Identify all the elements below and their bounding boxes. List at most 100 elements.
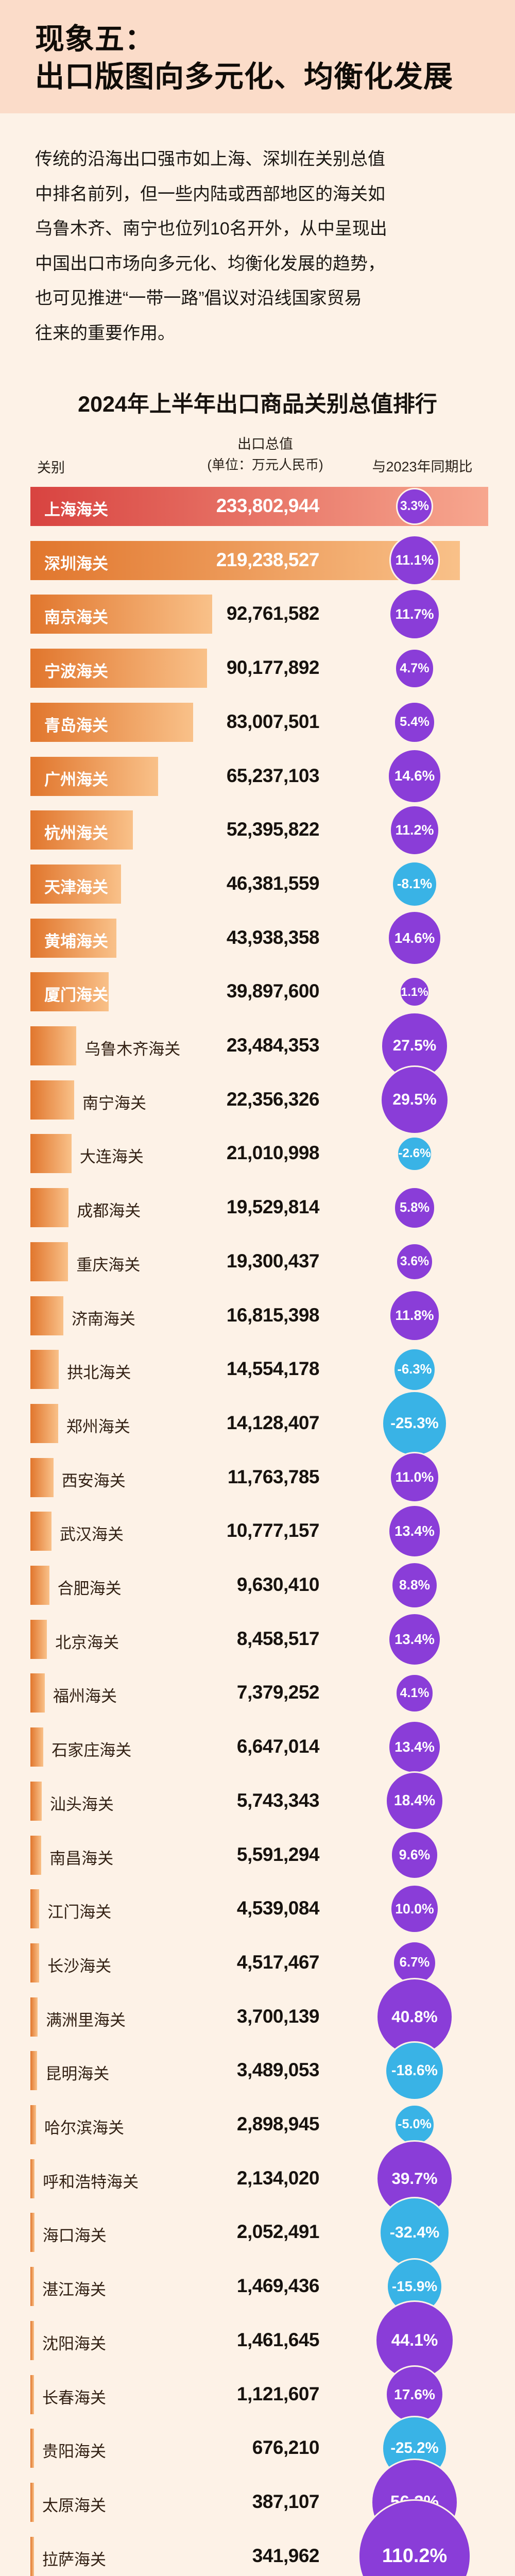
value-bar <box>30 1296 63 1335</box>
district-label: 青岛海关 <box>44 716 108 735</box>
value-bar <box>30 1403 58 1443</box>
value-bar <box>30 972 109 1012</box>
value-label: 90,177,892 <box>226 657 320 679</box>
value-label: 2,134,020 <box>236 2167 320 2189</box>
yoy-badge: 5.4% <box>393 701 436 743</box>
district-label: 济南海关 <box>71 1310 135 1328</box>
intro-line: 传统的沿海出口强市如上海、深圳在关别总值 <box>35 149 385 169</box>
district-label: 杭州海关 <box>44 824 108 843</box>
yoy-badge: 11.7% <box>388 588 441 640</box>
district-label: 湛江海关 <box>42 2281 106 2299</box>
value-bar <box>30 1458 54 1497</box>
value-bar <box>30 1080 74 1120</box>
value-bar <box>30 756 159 796</box>
district-label: 北京海关 <box>55 1633 119 1652</box>
value-label: 19,300,437 <box>226 1250 320 1272</box>
column-header-category: 关别 <box>37 460 65 476</box>
value-label: 676,210 <box>252 2437 320 2459</box>
district-label: 江门海关 <box>47 1903 112 1922</box>
district-label: 乌鲁木齐海关 <box>84 1040 181 1058</box>
district-label: 石家庄海关 <box>52 1741 132 1760</box>
value-label: 3,700,139 <box>236 2005 320 2027</box>
district-label: 厦门海关 <box>44 986 108 1005</box>
value-label: 2,052,491 <box>236 2221 320 2243</box>
value-bar <box>30 1026 77 1065</box>
yoy-badge: 3.3% <box>396 487 434 526</box>
yoy-badge: 14.6% <box>387 749 442 804</box>
value-bar <box>30 1781 42 1821</box>
value-bar <box>30 2159 35 2198</box>
value-label: 341,962 <box>252 2545 320 2566</box>
value-label: 83,007,501 <box>226 710 320 732</box>
yoy-badge: -18.6% <box>385 2041 444 2100</box>
district-label: 天津海关 <box>44 878 108 896</box>
district-label: 西安海关 <box>61 1471 126 1490</box>
value-label: 219,238,527 <box>216 549 320 570</box>
value-label: 4,539,084 <box>236 1897 320 1919</box>
district-label: 郑州海关 <box>66 1417 130 1436</box>
value-label: 1,461,645 <box>236 2329 320 2350</box>
value-label: 10,777,157 <box>226 1520 320 1541</box>
value-label: 7,379,252 <box>236 1682 320 1703</box>
value-bar <box>30 702 193 742</box>
district-label: 广州海关 <box>44 770 108 789</box>
district-label: 哈尔滨海关 <box>44 2119 125 2137</box>
value-bar <box>30 1835 42 1875</box>
yoy-badge: 13.4% <box>387 1612 442 1666</box>
yoy-badge: 1.1% <box>399 976 430 1008</box>
value-label: 22,356,326 <box>226 1088 320 1110</box>
value-label: 6,647,014 <box>236 1736 320 1757</box>
value-label: 233,802,944 <box>216 495 320 516</box>
district-label: 太原海关 <box>42 2496 106 2515</box>
value-bar <box>30 2105 37 2144</box>
value-label: 21,010,998 <box>226 1142 320 1164</box>
yoy-badge: 10.0% <box>390 1884 439 1934</box>
yoy-badge: 4.1% <box>394 1673 435 1713</box>
intro-line: 中排名前列，但一些内陆或西部地区的海关如 <box>35 184 385 204</box>
value-label: 14,128,407 <box>226 1412 320 1433</box>
value-bar <box>30 810 133 850</box>
column-header-value: 出口总值 <box>237 436 293 452</box>
yoy-badge: 13.4% <box>387 1720 442 1774</box>
value-label: 92,761,582 <box>226 603 320 624</box>
district-label: 南宁海关 <box>82 1094 146 1112</box>
value-bar <box>30 1619 47 1659</box>
district-label: 宁波海关 <box>44 663 108 681</box>
value-bar <box>30 1727 44 1767</box>
district-label: 海口海关 <box>42 2227 107 2245</box>
district-label: 武汉海关 <box>59 1526 124 1544</box>
page-title: 现象五： 出口版图向多元化、均衡化发展 <box>35 21 453 96</box>
yoy-badge: -5.0% <box>393 2104 435 2145</box>
value-bar <box>30 2213 35 2252</box>
district-label: 汕头海关 <box>49 1795 114 1814</box>
district-label: 拱北海关 <box>67 1364 131 1382</box>
top-banner <box>0 0 515 113</box>
value-label: 19,529,814 <box>226 1196 320 1218</box>
yoy-badge: 11.2% <box>389 804 440 856</box>
yoy-badge: 29.5% <box>380 1065 450 1134</box>
value-bar <box>30 595 212 634</box>
value-label: 3,489,053 <box>236 2059 320 2081</box>
value-bar <box>30 1566 49 1605</box>
value-bar <box>30 1188 69 1228</box>
yoy-badge: 11.8% <box>388 1290 441 1342</box>
column-header-yoy: 与2023年同期比 <box>372 459 473 474</box>
district-label: 南昌海关 <box>49 1849 114 1868</box>
district-label: 拉萨海关 <box>42 2550 106 2569</box>
value-bar <box>30 649 207 688</box>
value-label: 1,121,607 <box>236 2383 320 2404</box>
value-label: 387,107 <box>252 2490 320 2512</box>
value-bar <box>30 1673 45 1713</box>
yoy-badge: 4.7% <box>394 648 435 689</box>
district-label: 满洲里海关 <box>46 2011 126 2029</box>
intro-line: 中国出口市场向多元化、均衡化发展的趋势， <box>35 253 385 274</box>
district-label: 黄埔海关 <box>44 932 108 951</box>
district-label: 大连海关 <box>79 1148 144 1166</box>
district-label: 南京海关 <box>44 608 108 627</box>
value-bar <box>30 1943 40 1982</box>
district-label: 上海海关 <box>44 501 108 519</box>
value-bar <box>30 2536 34 2576</box>
value-label: 52,395,822 <box>226 819 320 840</box>
yoy-badge: -25.3% <box>382 1391 448 1456</box>
yoy-badge: 3.6% <box>395 1242 434 1281</box>
